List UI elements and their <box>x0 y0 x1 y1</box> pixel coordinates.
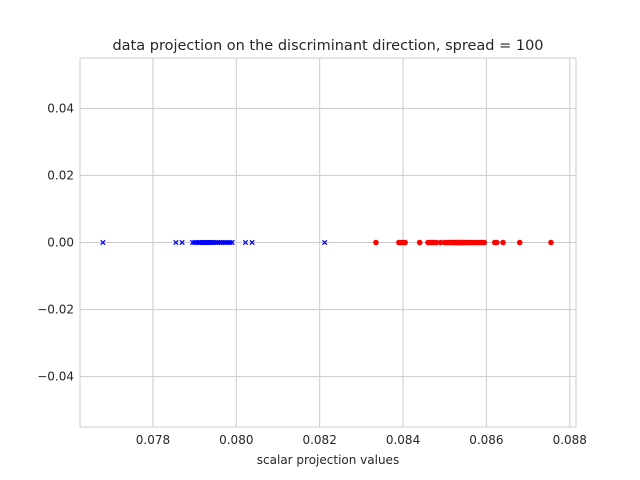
data-point <box>548 239 554 246</box>
grid-lines <box>80 58 576 427</box>
y-tick-label: 0.00 <box>47 236 74 250</box>
data-point <box>481 239 488 246</box>
x-axis-label: scalar projection values <box>257 453 399 467</box>
x-tick-label: 0.084 <box>386 433 420 447</box>
chart-title: data projection on the discriminant dire… <box>112 38 543 54</box>
data-point <box>516 239 523 246</box>
data-point <box>437 239 444 246</box>
data-point <box>179 239 185 246</box>
data-points <box>100 239 554 246</box>
x-axis: 0.078 0.080 0.082 0.084 0.086 0.088 <box>136 433 587 447</box>
data-point <box>433 239 440 246</box>
data-point <box>100 239 106 246</box>
plot-area-border <box>79 57 577 428</box>
data-point <box>402 239 408 246</box>
data-point <box>373 239 379 246</box>
data-point <box>322 239 328 246</box>
x-tick-label: 0.078 <box>136 433 170 447</box>
x-tick-label: 0.088 <box>553 433 587 447</box>
x-tick-label: 0.086 <box>469 433 503 447</box>
y-tick-label: 0.04 <box>47 101 74 115</box>
data-point <box>242 239 249 246</box>
y-tick-label: −0.04 <box>37 370 74 384</box>
x-tick-label: 0.080 <box>219 433 253 447</box>
data-point <box>249 239 255 246</box>
data-point <box>494 239 500 246</box>
y-tick-label: 0.02 <box>47 168 74 182</box>
data-point <box>173 239 179 246</box>
data-point <box>500 239 506 246</box>
y-axis: −0.04 −0.02 0.00 0.02 0.04 <box>37 101 74 383</box>
y-tick-label: −0.02 <box>37 303 74 317</box>
data-point <box>416 239 423 246</box>
x-tick-label: 0.082 <box>302 433 336 447</box>
data-point <box>229 239 235 246</box>
